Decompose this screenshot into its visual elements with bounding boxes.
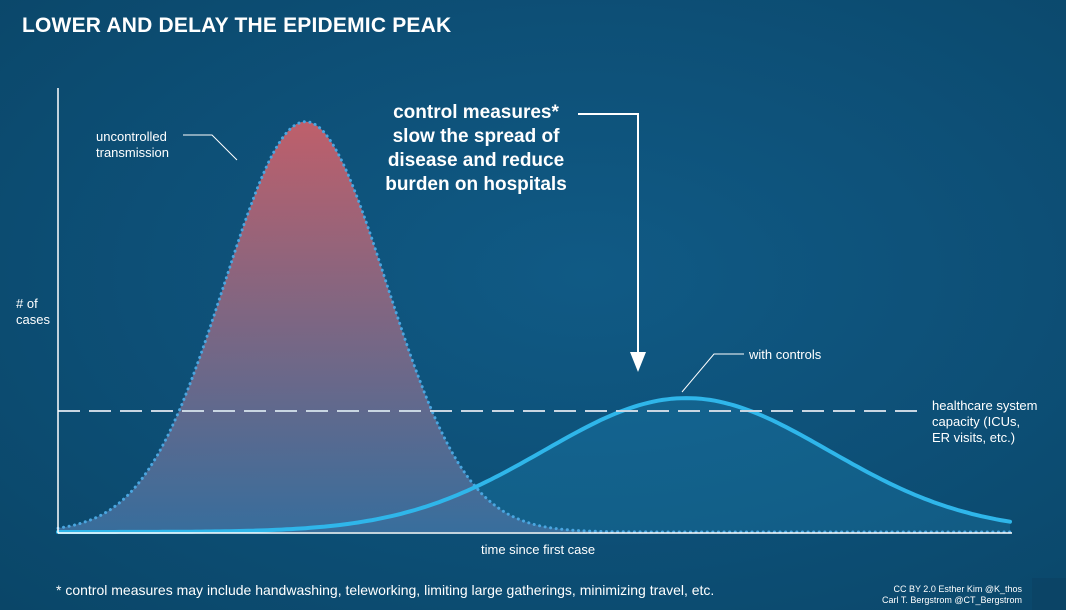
controls-series-label: with controls (749, 347, 822, 362)
with-controls-line (56, 396, 1012, 534)
credit-block: CC BY 2.0 Esther Kim @K_thos Carl T. Ber… (860, 584, 1022, 606)
callout-line1: control measures* (393, 102, 559, 123)
uncontrolled-label-line2: transmission (96, 145, 169, 160)
with-controls-area (58, 398, 1010, 532)
capacity-label-line3: ER visits, etc.) (932, 430, 1016, 445)
x-axis-label: time since first case (481, 542, 596, 557)
credit-line1: CC BY 2.0 Esther Kim @K_thos (893, 584, 1022, 594)
capacity-label-line1: healthcare system (932, 398, 1038, 413)
annotation-layer (183, 113, 744, 393)
uncontrolled-outline (56, 120, 1012, 534)
y-axis-label-line2: cases (16, 312, 50, 327)
footnote: * control measures may include handwashi… (56, 582, 715, 598)
callout-arrow-line (578, 113, 639, 356)
controls-leader-line (681, 353, 744, 393)
y-axis-label: # of cases (16, 296, 50, 328)
uncontrolled-area (58, 121, 1010, 532)
series-layer (56, 120, 1012, 534)
callout-line3: disease and reduce (387, 150, 565, 171)
uncontrolled-series-label: uncontrolled transmission (96, 129, 169, 161)
capacity-label-line2: capacity (ICUs, (932, 414, 1021, 429)
callout-line4: burden on hospitals (385, 174, 567, 195)
callout-line2: slow the spread of (392, 126, 560, 147)
axes-layer (57, 88, 1012, 534)
uncontrolled-label-line1: uncontrolled (96, 129, 167, 144)
control-measures-callout: control measures* slow the spread of dis… (368, 101, 584, 197)
capacity-label: healthcare system capacity (ICUs, ER vis… (932, 398, 1038, 446)
logo-corner-mark (1032, 578, 1066, 610)
uncontrolled-leader-line (183, 134, 238, 161)
page-title: LOWER AND DELAY THE EPIDEMIC PEAK (22, 14, 452, 37)
callout-arrow-head (630, 352, 646, 372)
credit-line2: Carl T. Bergstrom @CT_Bergstrom (881, 595, 1022, 605)
y-axis-label-line1: # of (16, 296, 38, 311)
